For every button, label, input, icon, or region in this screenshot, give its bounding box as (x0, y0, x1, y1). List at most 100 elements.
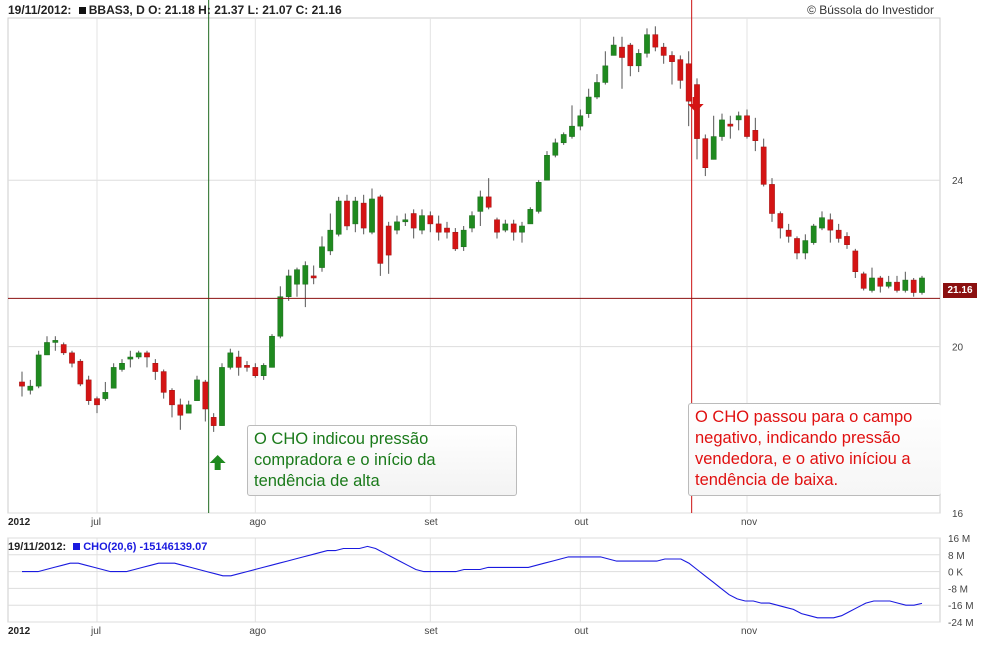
candle-body (777, 213, 784, 229)
candle-body (294, 269, 300, 285)
candle-body (385, 225, 392, 256)
indicator-value: -15146139.07 (139, 541, 208, 553)
candle-body (460, 229, 467, 248)
cho-tick-label: 0 K (948, 568, 963, 579)
candle-body (177, 404, 184, 416)
candle-body (469, 215, 475, 229)
candle-body (710, 136, 717, 160)
candle-body (669, 55, 675, 62)
candle-body (635, 53, 642, 67)
buy-annotation: O CHO indicou pressão compradora e o iní… (247, 425, 517, 496)
candle-body (802, 240, 809, 254)
candle-body (869, 277, 875, 291)
candle-body (910, 279, 917, 293)
candle-body (210, 417, 217, 426)
candle-body (694, 84, 700, 139)
candle-body (169, 390, 175, 406)
candle-body (827, 219, 834, 231)
candle-body (310, 275, 317, 279)
candle-body (610, 44, 617, 56)
candle-body (685, 63, 692, 102)
candle-body (835, 229, 842, 239)
candle-body (435, 223, 442, 233)
square-icon (73, 543, 81, 551)
candle-body (102, 392, 109, 399)
candle-body (110, 367, 117, 389)
candle-body (677, 59, 684, 81)
candle-body (894, 281, 900, 291)
x-tick-label: set (424, 626, 438, 637)
candle-body (902, 279, 909, 291)
candle-body (127, 356, 134, 360)
candle-body (885, 281, 892, 287)
candle-body (585, 96, 592, 114)
candle-body (19, 381, 25, 387)
candle-body (369, 198, 375, 233)
cho-tick-label: 16 M (948, 534, 970, 545)
candle-body (652, 34, 659, 48)
candle-body (619, 46, 625, 58)
candle-body (277, 296, 284, 337)
x-tick-label: jul (90, 517, 101, 528)
x-tick-label: jul (90, 626, 101, 637)
candle-body (219, 367, 225, 426)
header-o-label: O: (148, 3, 162, 17)
square-icon (78, 6, 86, 14)
x-tick-label: out (574, 626, 588, 637)
candle-body (27, 385, 34, 391)
candle-body (85, 379, 92, 401)
candle-body (594, 82, 600, 98)
x-axis-indicator: 2012 jul ago set out nov (8, 626, 757, 637)
header-date: 19/11/2012: (8, 3, 72, 17)
candle-body (502, 223, 509, 231)
candle-body (819, 217, 825, 229)
candle-body (844, 236, 850, 245)
candle-body (152, 363, 159, 372)
candle-body (744, 115, 750, 137)
x-tick-label: nov (741, 517, 757, 528)
x-tick-label: set (424, 517, 438, 528)
candle-body (785, 229, 792, 237)
price-tick-label: 20 (952, 343, 964, 354)
candle-body (394, 221, 400, 231)
price-tick-label: 16 (952, 509, 964, 520)
candle-body (202, 381, 209, 410)
candle-body (719, 119, 725, 137)
indicator-name: CHO(20,6) (83, 541, 137, 553)
candle-body (410, 213, 417, 229)
candle-body (185, 404, 192, 414)
candle-body (644, 34, 650, 54)
price-axis: 16 20 24 (952, 176, 964, 520)
cho-line (22, 545, 923, 619)
candle-body (360, 202, 367, 229)
cho-tick-label: -8 M (948, 584, 968, 595)
candle-body (769, 184, 775, 214)
header-h-label: H: (198, 3, 211, 17)
last-price-badge: 21.16 (943, 283, 977, 298)
candle-body (735, 115, 742, 121)
x-tick-label: 2012 (8, 626, 31, 637)
header-l-value: 21.07 (262, 3, 293, 17)
candle-body (552, 142, 559, 156)
x-tick-label: nov (741, 626, 757, 637)
indicator-header: 19/11/2012: CHO(20,6) -15146139.07 (8, 541, 207, 553)
x-tick-label: ago (249, 626, 266, 637)
indicator-date: 19/11/2012: (8, 541, 67, 553)
price-candles (19, 26, 925, 432)
header-symbol: BBAS3, D (88, 3, 145, 17)
header-o-value: 21.18 (164, 3, 195, 17)
candle-body (285, 275, 292, 297)
cho-tick-label: -24 M (948, 618, 974, 629)
candle-body (602, 65, 609, 83)
header-c-label: C: (295, 3, 309, 17)
candle-body (119, 363, 125, 370)
candle-body (510, 223, 517, 233)
candle-body (227, 352, 234, 368)
sell-annotation: O CHO passou para o campo negativo, indi… (688, 403, 941, 496)
candle-body (269, 335, 275, 368)
candle-body (402, 219, 409, 223)
copyright: © Bússola do Investidor (807, 3, 934, 17)
cho-grid (7, 537, 941, 623)
candle-body (35, 354, 42, 387)
cho-series-line (22, 545, 923, 619)
